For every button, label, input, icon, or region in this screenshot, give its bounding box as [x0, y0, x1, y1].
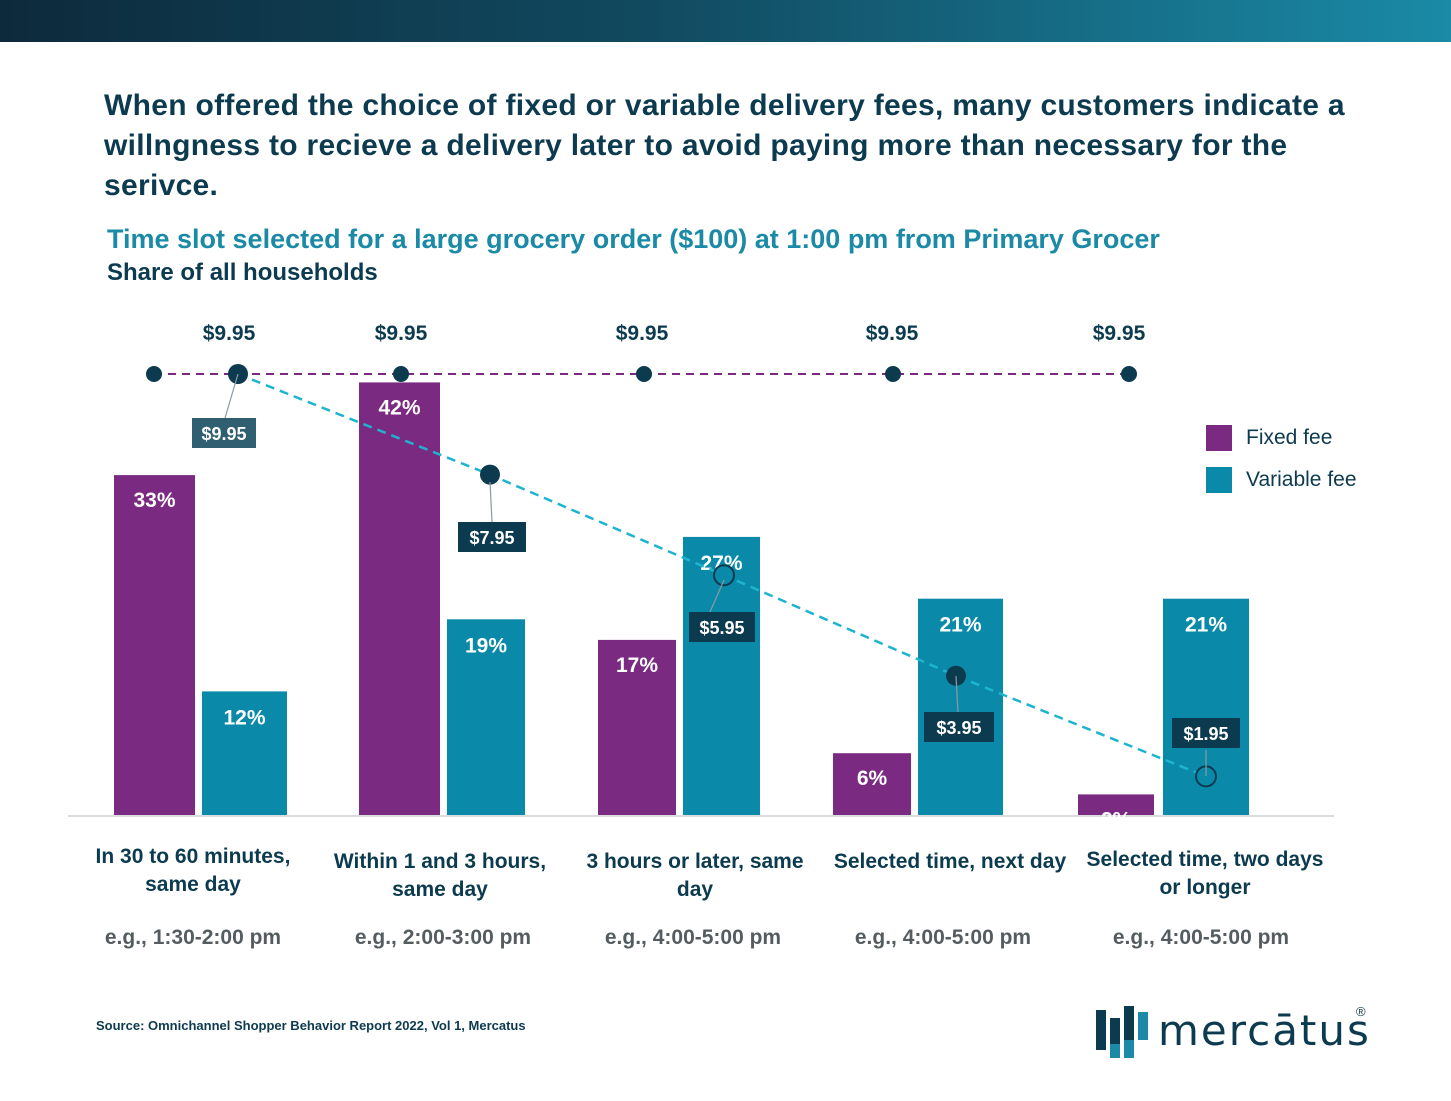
bar-fixed-fee — [833, 753, 911, 815]
callout-leader — [955, 675, 959, 713]
bar-value-label: 33% — [133, 489, 175, 512]
brand-registered-mark: ® — [1356, 1004, 1366, 1019]
fixed-fee-point — [1121, 366, 1137, 382]
fee-callout-box — [924, 712, 994, 742]
legend-label-variable: Variable fee — [1246, 468, 1357, 491]
variable-fee-label: $7.95 — [469, 528, 514, 548]
fixed-fee-label: $9.95 — [616, 322, 669, 345]
category-example: e.g., 1:30-2:00 pm — [104, 926, 282, 949]
category-label: In 30 to 60 minutes, same day — [95, 845, 291, 896]
bar-fixed-fee — [1078, 794, 1154, 815]
bar-value-label: 42% — [378, 396, 420, 419]
brand-mark-icon — [1096, 1006, 1148, 1058]
headline: When offered the choice of fixed or vari… — [104, 89, 1345, 202]
legend-swatch-variable — [1206, 467, 1232, 493]
bar-fixed-fee — [598, 639, 676, 815]
top-banner — [0, 0, 1451, 42]
fixed-fee-point — [146, 366, 162, 382]
chart-title: Time slot selected for a large grocery o… — [107, 224, 1160, 254]
bar-value-label: 17% — [616, 654, 658, 677]
fee-callout-box — [1172, 718, 1240, 748]
fixed-fee-label: $9.95 — [375, 322, 428, 345]
category-example: e.g., 4:00-5:00 pm — [604, 926, 782, 949]
legend-swatch-fixed — [1206, 425, 1232, 451]
category-label: Selected time, two days or longer — [1086, 848, 1324, 899]
bar-variable-fee — [447, 619, 525, 815]
legend-item-variable: Variable fee — [1206, 466, 1357, 494]
bar-variable-fee — [918, 598, 1003, 815]
fee-callout-box — [192, 418, 256, 448]
fixed-fee-point — [393, 366, 409, 382]
bar-value-label: 21% — [939, 614, 981, 637]
fixed-fee-label: $9.95 — [866, 322, 919, 345]
category-example: e.g., 4:00-5:00 pm — [854, 926, 1032, 949]
category-label: 3 hours or later, same day — [586, 850, 804, 901]
variable-fee-label: $3.95 — [936, 718, 981, 738]
category-label: Selected time, next day — [833, 850, 1067, 873]
bar-value-label: 2% — [1101, 808, 1132, 831]
variable-fee-point — [946, 665, 966, 686]
source-note: Source: Omnichannel Shopper Behavior Rep… — [96, 1018, 526, 1033]
fixed-fee-point — [636, 366, 652, 382]
callout-leader — [709, 579, 725, 613]
fee-callout-box — [689, 612, 755, 642]
callout-leader — [489, 481, 493, 523]
bar-fixed-fee — [114, 475, 195, 815]
legend: Fixed fee Variable fee — [1206, 424, 1357, 508]
callout-leader — [224, 373, 239, 419]
category-label: Within 1 and 3 hours, same day — [333, 850, 547, 901]
bar-value-label: 19% — [465, 634, 507, 657]
bar-value-label: 12% — [223, 706, 265, 729]
fixed-fee-label: $9.95 — [1093, 322, 1146, 345]
bar-value-label: 21% — [1185, 614, 1227, 637]
fixed-fee-label: $9.95 — [203, 322, 256, 345]
bar-variable-fee — [202, 691, 287, 815]
fee-callout-box — [458, 522, 526, 552]
chart-measure-label: Share of all households — [107, 259, 378, 286]
category-example: e.g., 2:00-3:00 pm — [354, 926, 532, 949]
variable-fee-label: $9.95 — [201, 424, 246, 444]
variable-fee-label: $1.95 — [1183, 724, 1228, 744]
variable-fee-point — [480, 464, 500, 485]
legend-item-fixed: Fixed fee — [1206, 424, 1357, 452]
variable-fee-point — [713, 564, 735, 587]
variable-fee-label: $5.95 — [699, 618, 744, 638]
brand-logo: mercātus ® — [1094, 1004, 1394, 1064]
brand-name: mercātus — [1158, 1006, 1371, 1055]
fixed-fee-point — [885, 366, 901, 382]
legend-label-fixed: Fixed fee — [1246, 426, 1333, 449]
bar-value-label: 6% — [857, 767, 888, 790]
bar-fixed-fee — [359, 382, 440, 815]
category-example: e.g., 4:00-5:00 pm — [1112, 926, 1290, 949]
